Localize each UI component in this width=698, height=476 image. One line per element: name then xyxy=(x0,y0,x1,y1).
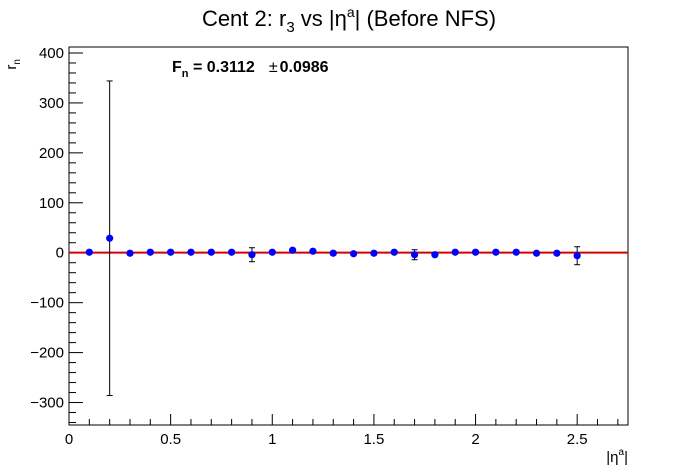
data-point xyxy=(268,248,276,256)
y-tick-label: 200 xyxy=(39,145,64,162)
data-point xyxy=(207,248,215,256)
data-point xyxy=(187,248,195,256)
y-tick-label: 100 xyxy=(39,195,64,212)
x-tick-label: 0.5 xyxy=(160,431,181,448)
data-point xyxy=(228,248,236,256)
data-point xyxy=(471,248,480,256)
data-point xyxy=(309,247,317,255)
x-tick-label: 2 xyxy=(471,431,479,448)
chart-title: Cent 2: r3 vs |ηa| (Before NFS) xyxy=(202,4,496,36)
y-tick-label: −300 xyxy=(30,395,64,412)
y-tick-label: −100 xyxy=(30,295,64,312)
data-point xyxy=(390,248,398,256)
data-point xyxy=(349,250,358,258)
data-point xyxy=(532,249,541,257)
x-tick-label: 1.5 xyxy=(363,431,384,448)
y-tick-label: −200 xyxy=(30,345,64,362)
data-point xyxy=(410,251,419,259)
data-point xyxy=(512,248,520,256)
data-point xyxy=(451,248,459,256)
data-point xyxy=(85,248,93,256)
y-axis-ticks: −300 −200 −100 0 100 200 300 400 xyxy=(30,45,83,424)
data-point xyxy=(167,248,175,256)
data-point xyxy=(431,251,439,259)
y-tick-label: 400 xyxy=(39,45,64,62)
x-tick-label: 2.5 xyxy=(567,431,588,448)
plot-frame xyxy=(68,46,629,426)
data-point xyxy=(370,249,378,257)
data-point xyxy=(248,251,256,259)
x-axis-ticks: 0 0.5 1 1.5 2 2.5 xyxy=(65,414,619,448)
data-point xyxy=(329,249,337,257)
data-point xyxy=(106,234,114,242)
data-point xyxy=(289,246,297,254)
data-point xyxy=(573,252,581,260)
y-tick-label: 300 xyxy=(39,95,64,112)
x-tick-label: 0 xyxy=(65,431,73,448)
x-axis-label: |ηa| xyxy=(606,447,628,466)
data-point xyxy=(146,248,154,256)
data-point xyxy=(553,249,561,257)
data-point xyxy=(492,248,500,256)
data-point xyxy=(126,249,134,257)
fit-annotation: Fn = 0.3112 ±0.0986 xyxy=(172,59,329,80)
data-points xyxy=(85,80,581,397)
y-axis-label: rn xyxy=(3,59,23,70)
y-tick-label: 0 xyxy=(56,245,64,262)
x-tick-label: 1 xyxy=(268,431,276,448)
